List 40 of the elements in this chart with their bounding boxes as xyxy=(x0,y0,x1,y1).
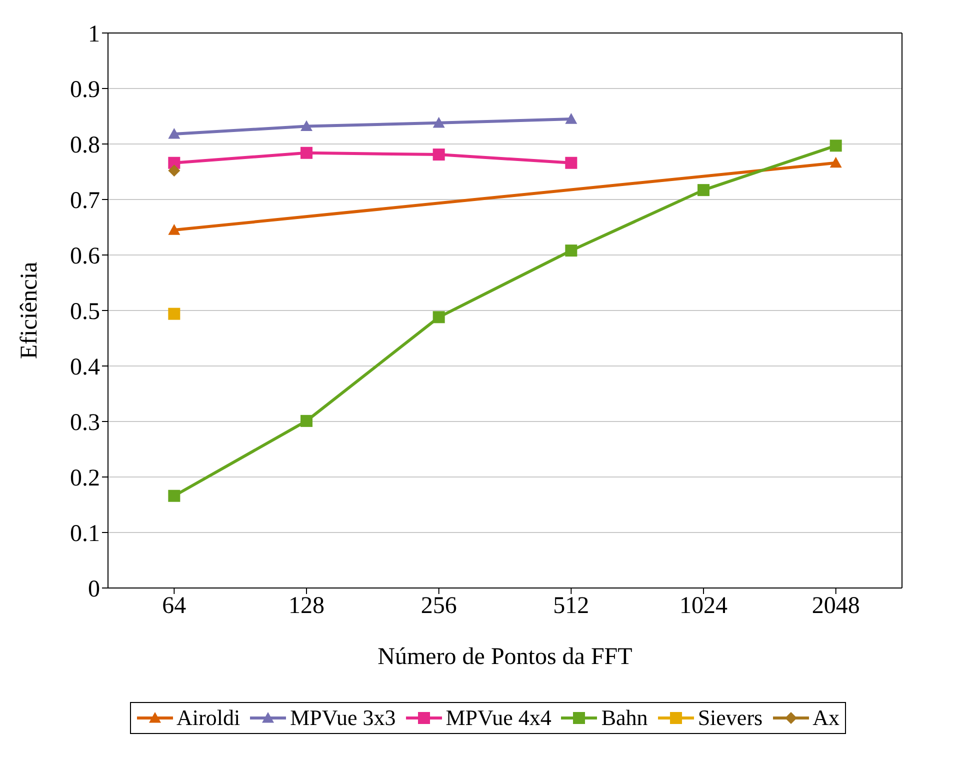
y-tick-label: 1 xyxy=(88,22,100,48)
legend-label: Sievers xyxy=(698,705,763,731)
point xyxy=(300,414,312,427)
y-axis-title: Eficiência xyxy=(16,262,43,360)
x-tick-label: 256 xyxy=(420,593,457,620)
legend-label: Ax xyxy=(812,705,840,731)
point xyxy=(565,156,578,169)
legend-label: MPVue 4x4 xyxy=(446,705,552,731)
y-tick-label: 0.8 xyxy=(70,132,100,159)
x-tick-label: 64 xyxy=(162,593,186,620)
legend-label: Bahn xyxy=(601,705,648,731)
x-tick-label: 2048 xyxy=(812,593,860,620)
x-tick-label: 1024 xyxy=(680,593,728,620)
y-tick-label: 0.3 xyxy=(70,410,100,436)
x-tick-label: 128 xyxy=(288,593,324,620)
y-tick-label: 0 xyxy=(88,576,100,603)
point xyxy=(168,490,180,502)
point xyxy=(168,128,180,139)
y-tick-label: 0.6 xyxy=(70,244,100,270)
x-axis-title: Número de Pontos da FFT xyxy=(378,644,633,670)
point xyxy=(565,244,578,257)
point xyxy=(830,140,842,152)
legend-label: MPVue 3x3 xyxy=(290,705,396,731)
y-tick-label: 0.4 xyxy=(70,354,100,381)
y-tick-label: 0.9 xyxy=(70,77,100,104)
point xyxy=(432,148,445,161)
y-tick-label: 0.7 xyxy=(70,188,100,214)
point xyxy=(168,164,180,177)
y-tick-label: 0.5 xyxy=(70,299,100,326)
x-tick-label: 512 xyxy=(553,593,590,620)
point xyxy=(698,184,710,196)
point xyxy=(168,308,180,320)
point xyxy=(432,116,445,128)
point xyxy=(300,146,312,159)
point xyxy=(565,113,578,124)
y-tick-label: 0.1 xyxy=(70,521,100,548)
point xyxy=(300,120,312,132)
y-tick-label: 0.2 xyxy=(70,466,100,492)
legend-label: Airoldi xyxy=(176,705,240,731)
point xyxy=(432,311,445,324)
